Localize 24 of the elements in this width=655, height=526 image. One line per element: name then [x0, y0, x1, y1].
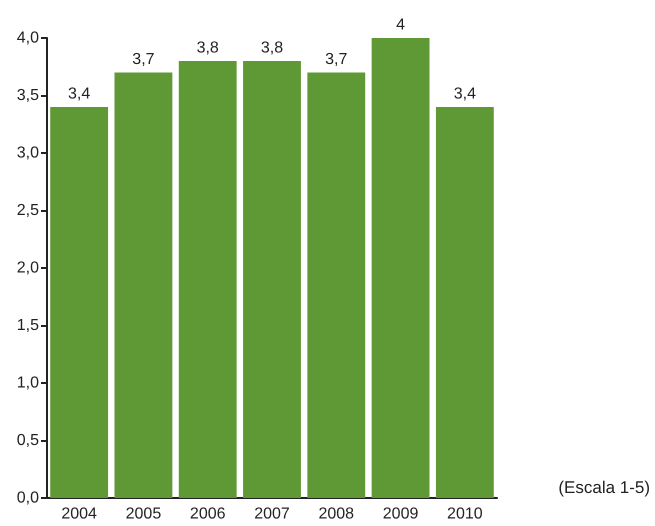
y-tick-label: 4,0 [16, 30, 40, 46]
text: (Escala 1-5) [558, 478, 650, 497]
y-tick-label: 3,5 [16, 87, 40, 104]
x-tick-label: 2009 [382, 506, 418, 522]
x-tick-label: 2004 [61, 506, 98, 522]
data-label: 3,8 [196, 40, 219, 56]
x-tick-label: 2010 [447, 506, 483, 522]
y-tick-label: 0,0 [16, 490, 40, 506]
data-label: 4 [396, 16, 406, 34]
data-label: 3,8 [260, 40, 284, 56]
y-tick-label: 1,0 [16, 374, 40, 392]
y-tick-label: 2,5 [16, 202, 40, 219]
y-tick-label: 3,0 [16, 144, 40, 162]
data-label: 3,7 [132, 51, 155, 68]
x-tick-label: 2008 [318, 506, 354, 522]
x-tick-label: 2006 [190, 506, 226, 522]
data-label: 3,4 [454, 86, 476, 102]
y-tick-label: 1,5 [16, 317, 40, 334]
y-tick-label: 0,5 [16, 432, 40, 449]
y-tick-label: 2,0 [16, 260, 40, 276]
data-label: 3,7 [325, 51, 348, 68]
data-label: 3,4 [68, 86, 90, 102]
x-tick-label: 2007 [254, 506, 290, 522]
x-tick-label: 2005 [126, 506, 162, 522]
